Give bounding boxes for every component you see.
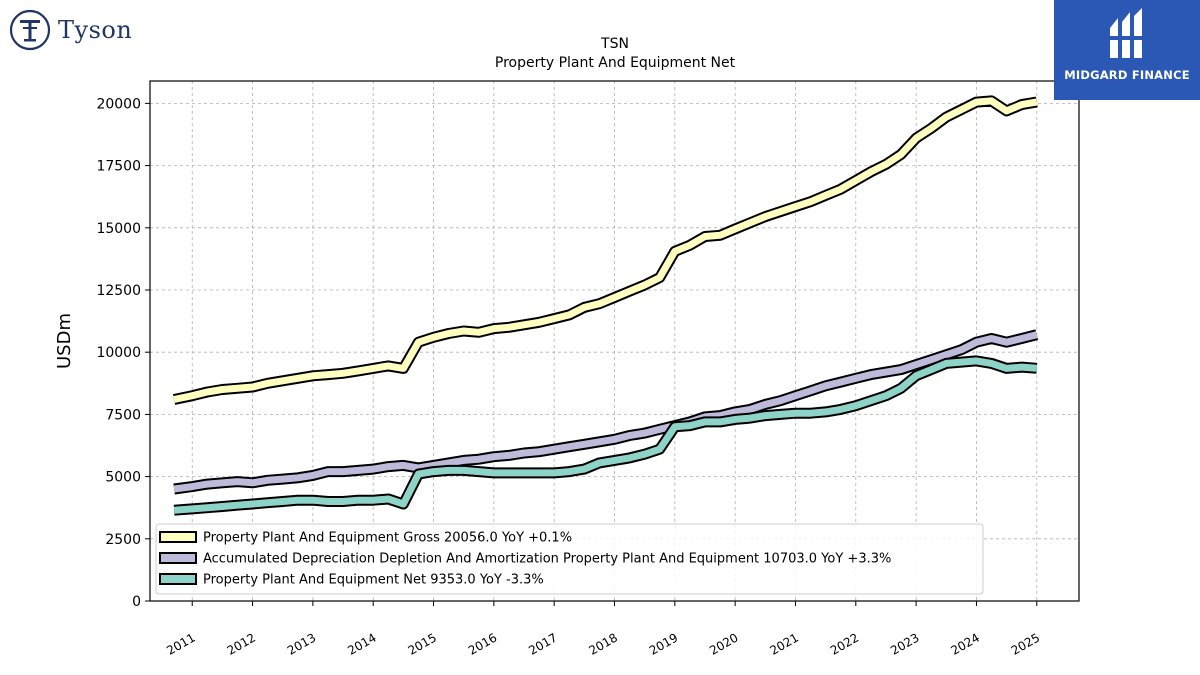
legend-entry: Property Plant And Equipment Net 9353.0 …: [203, 573, 544, 588]
series-line: [172, 95, 1038, 405]
x-tick-label: 2014: [345, 630, 378, 657]
x-tick-label: 2020: [707, 630, 740, 657]
legend-swatch: [159, 552, 197, 564]
legend-box: [155, 523, 984, 595]
chart-subtitle: Property Plant And Equipment Net: [495, 55, 736, 71]
series-line-fill: [173, 331, 1038, 493]
x-tick-label: 2016: [466, 630, 499, 657]
series-line-fill: [173, 357, 1038, 514]
series-line: [173, 355, 1038, 516]
x-tick-label: 2013: [285, 630, 318, 657]
series-line: [173, 329, 1039, 495]
tyson-logo-text: Tyson: [58, 16, 133, 44]
y-tick-label: 5000: [105, 470, 141, 486]
x-tick-label: 2017: [526, 630, 559, 657]
x-tick-label: 2024: [948, 630, 981, 657]
series-line-fill: [173, 97, 1038, 403]
legend: Property Plant And Equipment Gross 20056…: [155, 523, 984, 595]
y-axis-label: USDm: [54, 313, 75, 369]
x-tick-label: 2019: [647, 630, 680, 657]
legend-entry: Property Plant And Equipment Gross 20056…: [203, 531, 572, 546]
y-tick-label: 17500: [96, 159, 141, 175]
y-tick-label: 10000: [96, 345, 141, 361]
y-tick-label: 0: [132, 594, 141, 610]
midgard-finance-logo: MIDGARD FINANCE: [1054, 0, 1200, 100]
midgard-emblem-icon: [1110, 8, 1142, 58]
legend-swatch: [159, 531, 197, 543]
x-tick-label: 2021: [768, 630, 801, 657]
y-tick-label: 12500: [96, 283, 141, 299]
y-axis: 0 2500 5000 7500 10000 12500 15000 17500 20000: [96, 96, 150, 610]
tyson-logo: Tyson: [8, 8, 132, 52]
grid: [150, 81, 1079, 602]
legend-entry: Accumulated Depreciation Depletion And A…: [203, 552, 891, 567]
series-layer: [172, 95, 1039, 516]
y-tick-label: 15000: [96, 221, 141, 237]
x-tick-label: 2023: [888, 630, 921, 657]
x-tick-label: 2012: [225, 630, 258, 657]
midgard-logo-text: MIDGARD FINANCE: [1064, 68, 1190, 82]
tyson-emblem-icon: [9, 9, 51, 51]
y-tick-label: 7500: [105, 407, 141, 423]
x-axis: 2011 2012 2013 2014 2015 2016 2017 2018 2019 2020…: [164, 601, 1042, 658]
x-tick-label: 2018: [587, 630, 620, 657]
x-tick-label: 2015: [406, 630, 439, 657]
y-tick-label: 20000: [96, 96, 141, 112]
chart-title: TSN: [600, 36, 629, 52]
y-tick-label: 2500: [105, 532, 141, 548]
legend-swatch: [159, 573, 197, 585]
x-tick-label: 2011: [164, 630, 197, 657]
x-tick-label: 2025: [1009, 630, 1042, 657]
x-tick-label: 2022: [828, 630, 861, 657]
